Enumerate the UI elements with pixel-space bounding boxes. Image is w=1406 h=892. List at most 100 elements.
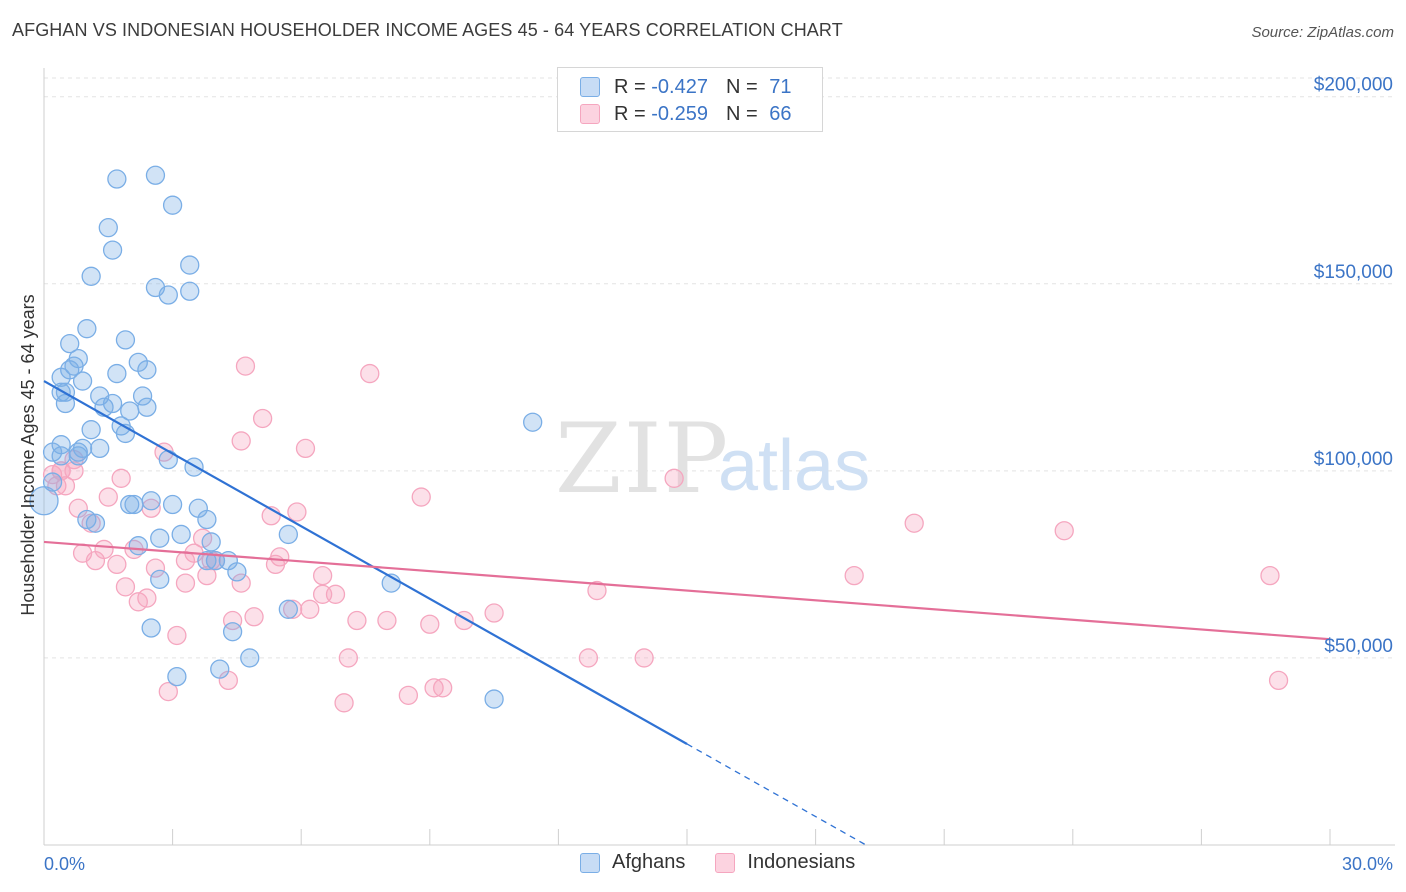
indonesians-point (197, 565, 217, 586)
indonesians-trend-line (43, 540, 1331, 641)
watermark-atlas: atlas (718, 426, 870, 506)
afghans-point (102, 393, 123, 414)
afghans-point (180, 255, 200, 275)
indonesians-point (1268, 670, 1289, 691)
indonesians-point (360, 363, 380, 384)
afghans-point (184, 457, 204, 477)
stats-legend: R = -0.427 N = 71 R = -0.259 N = 66 (557, 67, 823, 132)
r-label: R = (614, 75, 646, 98)
indonesians-point (904, 513, 924, 533)
afghans-point (90, 438, 110, 459)
afghans-point (115, 330, 136, 350)
afghans-trend-line (43, 380, 688, 745)
afghans-point (128, 536, 148, 556)
legend-item-indonesians[interactable]: Indonesians (715, 851, 855, 874)
indonesians-point (158, 681, 178, 702)
chart-title: AFGHAN VS INDONESIAN HOUSEHOLDER INCOME … (12, 20, 843, 40)
afghans-point (162, 195, 183, 215)
afghans-point (210, 659, 230, 679)
afghans-point (227, 562, 247, 582)
y-tick-label: $50,000 (1324, 636, 1393, 657)
afghans-point (60, 333, 80, 354)
afghans-point (55, 393, 76, 414)
afghans-point (120, 494, 140, 515)
y-axis-label: Householder Income Ages 45 - 64 years (18, 294, 38, 615)
indonesians-point (334, 693, 354, 713)
indonesians-point (282, 599, 303, 619)
indonesians-point (325, 584, 346, 604)
afghans-point (278, 599, 298, 619)
afghans-point (107, 169, 127, 189)
indonesians-r-value: -0.259 (651, 102, 708, 125)
indonesians-legend-swatch (715, 852, 736, 873)
afghans-point (150, 569, 170, 590)
indonesians-point (411, 487, 431, 507)
source-label: Source: ZipAtlas.com (1251, 24, 1394, 41)
y-tick-label: $150,000 (1314, 262, 1393, 283)
indonesians-point (231, 431, 251, 451)
afghans-legend-label: Afghans (612, 851, 686, 873)
indonesians-point (107, 554, 127, 575)
afghans-point (72, 438, 93, 459)
indonesians-point (420, 614, 440, 634)
afghans-point (81, 266, 101, 286)
afghans-point (278, 524, 298, 545)
afghans-point (132, 386, 153, 406)
afghans-point (124, 494, 144, 515)
indonesians-point (300, 599, 320, 619)
afghans-point (81, 420, 101, 440)
afghans-point (180, 281, 200, 301)
indonesians-point (201, 550, 221, 571)
y-tick-label: $100,000 (1314, 449, 1393, 470)
indonesians-point (98, 487, 118, 507)
afghans-point (150, 528, 170, 548)
n-label: N = (725, 102, 758, 125)
indonesians-legend-label: Indonesians (747, 851, 856, 873)
series-legend: Afghans Indonesians (580, 851, 885, 874)
afghans-n-value: 71 (769, 75, 792, 98)
indonesians-point (252, 408, 273, 429)
indonesians-point (1260, 565, 1280, 586)
afghans-point (141, 491, 161, 511)
afghans-point (162, 494, 183, 515)
afghans-point (197, 509, 217, 530)
legend-item-afghans[interactable]: Afghans (580, 851, 685, 874)
indonesians-point (244, 607, 264, 627)
afghans-point (120, 401, 140, 421)
afghans-point (137, 360, 157, 380)
afghans-point (171, 524, 191, 545)
afghans-point (167, 666, 187, 687)
indonesians-point (312, 565, 333, 586)
indonesians-point (64, 461, 84, 481)
indonesians-point (235, 356, 256, 376)
afghans-point (158, 449, 178, 470)
afghans-point (107, 363, 127, 384)
indonesians-point (347, 610, 367, 631)
indonesians-point (433, 678, 453, 698)
indonesians-point (295, 438, 316, 459)
indonesians-point (111, 468, 131, 488)
afghans-point (68, 348, 88, 369)
afghans-point (484, 689, 504, 709)
x-tick-max: 30.0% (1342, 854, 1393, 874)
afghans-point (51, 435, 71, 455)
watermark: ZIP atlas (555, 403, 870, 515)
indonesians-point (175, 573, 196, 593)
afghans-point (42, 472, 63, 492)
legend-row-afghans: R = -0.427 N = 71 (580, 74, 791, 100)
afghans-r-value: -0.427 (651, 75, 708, 98)
afghans-point (77, 509, 97, 530)
afghans-trend-extension (686, 743, 868, 847)
afghans-legend-swatch (580, 852, 600, 873)
indonesians-point (1054, 521, 1074, 541)
indonesians-point (844, 565, 864, 586)
legend-row-indonesians: R = -0.259 N = 66 (580, 101, 791, 127)
afghans-point (201, 532, 221, 552)
indonesians-point (231, 573, 251, 593)
x-tick-min: 0.0% (44, 854, 85, 874)
afghans-point (141, 618, 161, 638)
y-tick-label: $200,000 (1314, 75, 1393, 96)
indonesians-point (587, 580, 607, 601)
indonesians-point (377, 610, 397, 631)
y-tick-labels: $50,000 $100,000 $150,000 $200,000 (1314, 75, 1393, 657)
